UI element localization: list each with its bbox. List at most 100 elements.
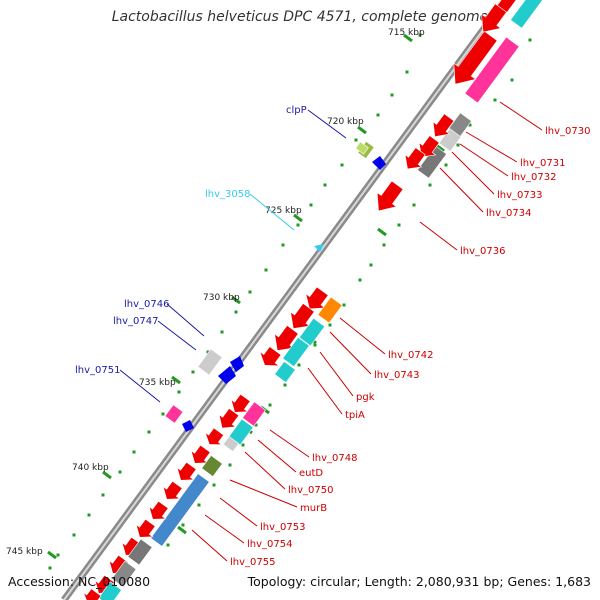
track-dot <box>296 223 300 227</box>
gene-label: lhv_0746 <box>124 299 169 310</box>
track-dot <box>72 533 76 537</box>
track-dot <box>323 183 327 187</box>
minor-tick <box>435 143 445 153</box>
gene-label: lhv_0751 <box>75 365 120 376</box>
leader-line <box>204 514 245 544</box>
major-tick <box>403 33 413 43</box>
major-tick <box>293 213 303 223</box>
leader-line <box>499 101 543 131</box>
track-dot <box>220 330 224 334</box>
gene-label: lhv_3058 <box>205 189 250 200</box>
minus-strand-arrow <box>218 366 236 384</box>
tick-label: 745 kbp <box>6 547 43 557</box>
other-feature <box>197 348 223 376</box>
tick-label: 740 kbp <box>72 463 109 473</box>
gene-label: lhv_0755 <box>230 557 275 568</box>
tick-label: 725 kbp <box>265 206 302 216</box>
leader-line <box>166 303 205 337</box>
cds-arrow <box>148 500 169 520</box>
gene-label: lhv_0754 <box>247 539 292 550</box>
track-dot <box>254 423 258 427</box>
minus-strand-arrow <box>182 420 194 432</box>
leader-line <box>257 439 297 473</box>
track-dot <box>444 163 448 167</box>
gene-label: lhv_0743 <box>374 370 419 381</box>
track-dot <box>87 513 91 517</box>
track-dot <box>354 138 358 142</box>
cds-arrow <box>453 30 498 85</box>
track-dot <box>397 223 401 227</box>
leader-line <box>459 143 509 177</box>
major-tick <box>231 295 241 305</box>
other-feature <box>111 560 137 588</box>
other-feature <box>222 435 240 453</box>
rrna-feature <box>282 336 310 368</box>
track-dot <box>166 543 170 547</box>
track-dot <box>241 443 245 447</box>
cds-arrow <box>218 407 240 429</box>
track-dot <box>328 323 332 327</box>
track-dot <box>248 290 252 294</box>
track-dot <box>510 78 514 82</box>
gene-label: lhv_0732 <box>511 172 556 183</box>
major-tick <box>357 125 367 135</box>
cds-arrow <box>305 286 329 310</box>
cds-arrow <box>432 113 455 138</box>
trna-feature <box>242 401 266 427</box>
leader-line <box>307 109 347 139</box>
cds-arrow <box>404 147 426 170</box>
major-tick <box>171 375 181 385</box>
track-dot <box>309 203 313 207</box>
track-dot <box>281 243 285 247</box>
track-dot <box>405 70 409 74</box>
minus-strand-arrow <box>230 356 244 372</box>
rrna-feature <box>510 0 543 29</box>
minus-strand-arrow <box>372 156 386 170</box>
leader-line <box>269 429 310 458</box>
leader-line <box>119 369 161 403</box>
cds-arrow <box>162 480 183 500</box>
track-dot <box>268 403 272 407</box>
leader-line <box>219 497 258 527</box>
track-dot <box>428 183 432 187</box>
track-dot <box>358 278 362 282</box>
gene-label: lhv_0730 <box>545 126 590 137</box>
topology-summary: Topology: circular; Length: 2,080,931 bp… <box>247 574 591 589</box>
track-dot <box>191 370 195 374</box>
cds-arrow <box>418 135 440 158</box>
track-dot <box>456 143 460 147</box>
track-dot <box>56 553 60 557</box>
rrna-feature <box>98 581 122 600</box>
track-dot <box>342 303 346 307</box>
tick-dot-track <box>47 33 532 570</box>
leader-line <box>319 351 354 397</box>
cds-arrow <box>259 346 282 367</box>
track-dot <box>48 566 52 570</box>
track-dot <box>412 203 416 207</box>
cds-arrow <box>82 588 102 600</box>
map-title: Lactobacillus helveticus DPC 4571, compl… <box>111 9 489 25</box>
track-dot <box>382 243 386 247</box>
track-dot <box>234 310 238 314</box>
gene-label: lhv_0753 <box>260 522 305 533</box>
gene-label: lhv_0733 <box>497 190 542 201</box>
leader-line <box>244 451 286 490</box>
trna-feature <box>464 36 520 104</box>
track-dot <box>493 98 497 102</box>
minus-strand-arrow <box>314 244 324 252</box>
track-dot <box>206 350 210 354</box>
gene-label: lhv_0748 <box>312 453 357 464</box>
gene-label: murB <box>300 503 327 514</box>
cds-arrow <box>230 393 251 413</box>
gene-label: lhv_0734 <box>486 208 531 219</box>
gene-label: lhv_0742 <box>388 350 433 361</box>
feature-track <box>82 0 543 600</box>
gene-label: clpP <box>286 105 307 116</box>
track-dot <box>132 450 136 454</box>
cds-arrow <box>481 3 507 33</box>
gene-label: pgk <box>356 392 375 403</box>
other-feature <box>127 538 153 566</box>
major-tick <box>47 550 57 560</box>
gene-label: lhv_0747 <box>113 316 158 327</box>
